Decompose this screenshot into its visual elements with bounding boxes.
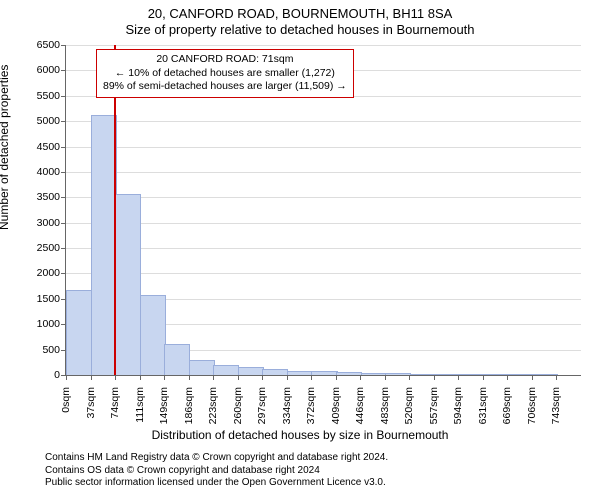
attribution-line: Contains OS data © Crown copyright and d… bbox=[45, 465, 388, 478]
attribution-line: Public sector information licensed under… bbox=[45, 477, 388, 490]
x-tick-mark bbox=[189, 375, 190, 380]
x-tick-mark bbox=[360, 375, 361, 380]
y-tick-label: 5000 bbox=[37, 115, 66, 127]
gridline bbox=[66, 121, 581, 122]
x-tick-mark bbox=[115, 375, 116, 380]
x-tick-mark bbox=[336, 375, 337, 380]
x-tick-label: 557sqm bbox=[428, 387, 440, 467]
y-tick-label: 0 bbox=[54, 369, 66, 381]
callout-line: ← 10% of detached houses are smaller (1,… bbox=[103, 67, 347, 81]
y-tick-label: 3500 bbox=[37, 191, 66, 203]
y-tick-label: 4000 bbox=[37, 166, 66, 178]
x-tick-mark bbox=[213, 375, 214, 380]
attribution-text: Contains HM Land Registry data © Crown c… bbox=[45, 452, 388, 490]
histogram-bar bbox=[213, 365, 239, 375]
histogram-bar bbox=[164, 344, 190, 375]
histogram-bar bbox=[189, 360, 215, 375]
x-tick-mark bbox=[140, 375, 141, 380]
x-axis-label: Distribution of detached houses by size … bbox=[0, 428, 600, 442]
chart-title-2: Size of property relative to detached ho… bbox=[0, 22, 600, 37]
x-tick-mark bbox=[287, 375, 288, 380]
histogram-bar bbox=[238, 367, 264, 375]
histogram-bar bbox=[532, 374, 558, 375]
chart-plot-area: 0500100015002000250030003500400045005000… bbox=[65, 45, 581, 376]
y-tick-label: 6000 bbox=[37, 64, 66, 76]
x-tick-mark bbox=[532, 375, 533, 380]
gridline bbox=[66, 45, 581, 46]
histogram-bar bbox=[66, 290, 92, 375]
histogram-bar bbox=[336, 372, 362, 375]
gridline bbox=[66, 273, 581, 274]
x-tick-mark bbox=[556, 375, 557, 380]
histogram-bar bbox=[483, 374, 509, 375]
gridline bbox=[66, 172, 581, 173]
gridline bbox=[66, 197, 581, 198]
callout-box: 20 CANFORD ROAD: 71sqm← 10% of detached … bbox=[96, 49, 354, 98]
x-tick-mark bbox=[164, 375, 165, 380]
x-tick-mark bbox=[385, 375, 386, 380]
x-tick-label: 631sqm bbox=[477, 387, 489, 467]
gridline bbox=[66, 223, 581, 224]
histogram-bar bbox=[385, 373, 411, 375]
x-tick-label: 520sqm bbox=[403, 387, 415, 467]
x-tick-mark bbox=[409, 375, 410, 380]
y-axis-label: Number of detached properties bbox=[0, 65, 11, 230]
histogram-bar bbox=[361, 373, 387, 375]
y-tick-label: 2500 bbox=[37, 242, 66, 254]
y-tick-label: 2000 bbox=[37, 267, 66, 279]
x-tick-mark bbox=[91, 375, 92, 380]
x-tick-mark bbox=[507, 375, 508, 380]
x-tick-mark bbox=[311, 375, 312, 380]
histogram-bar bbox=[434, 374, 460, 375]
y-tick-label: 4500 bbox=[37, 141, 66, 153]
chart-title-1: 20, CANFORD ROAD, BOURNEMOUTH, BH11 8SA bbox=[0, 6, 600, 21]
histogram-bar bbox=[140, 295, 166, 375]
histogram-bar bbox=[91, 115, 117, 375]
histogram-bar bbox=[311, 371, 337, 375]
x-tick-mark bbox=[262, 375, 263, 380]
callout-line: 89% of semi-detached houses are larger (… bbox=[103, 80, 347, 94]
y-tick-label: 3000 bbox=[37, 217, 66, 229]
histogram-bar bbox=[508, 374, 534, 375]
x-tick-mark bbox=[458, 375, 459, 380]
attribution-line: Contains HM Land Registry data © Crown c… bbox=[45, 452, 388, 465]
x-tick-label: 669sqm bbox=[501, 387, 513, 467]
y-tick-label: 1000 bbox=[37, 318, 66, 330]
histogram-bar bbox=[459, 374, 485, 375]
y-tick-label: 5500 bbox=[37, 90, 66, 102]
x-tick-mark bbox=[238, 375, 239, 380]
x-tick-label: 594sqm bbox=[452, 387, 464, 467]
histogram-bar bbox=[287, 371, 313, 375]
x-tick-label: 706sqm bbox=[526, 387, 538, 467]
histogram-bar bbox=[410, 374, 436, 376]
callout-line: 20 CANFORD ROAD: 71sqm bbox=[103, 53, 347, 67]
x-tick-mark bbox=[66, 375, 67, 380]
y-tick-label: 500 bbox=[42, 344, 66, 356]
histogram-bar bbox=[262, 369, 288, 375]
x-tick-mark bbox=[483, 375, 484, 380]
gridline bbox=[66, 248, 581, 249]
x-tick-label: 743sqm bbox=[550, 387, 562, 467]
x-tick-mark bbox=[434, 375, 435, 380]
gridline bbox=[66, 147, 581, 148]
histogram-bar bbox=[115, 194, 141, 375]
y-tick-label: 6500 bbox=[37, 39, 66, 51]
y-tick-label: 1500 bbox=[37, 293, 66, 305]
